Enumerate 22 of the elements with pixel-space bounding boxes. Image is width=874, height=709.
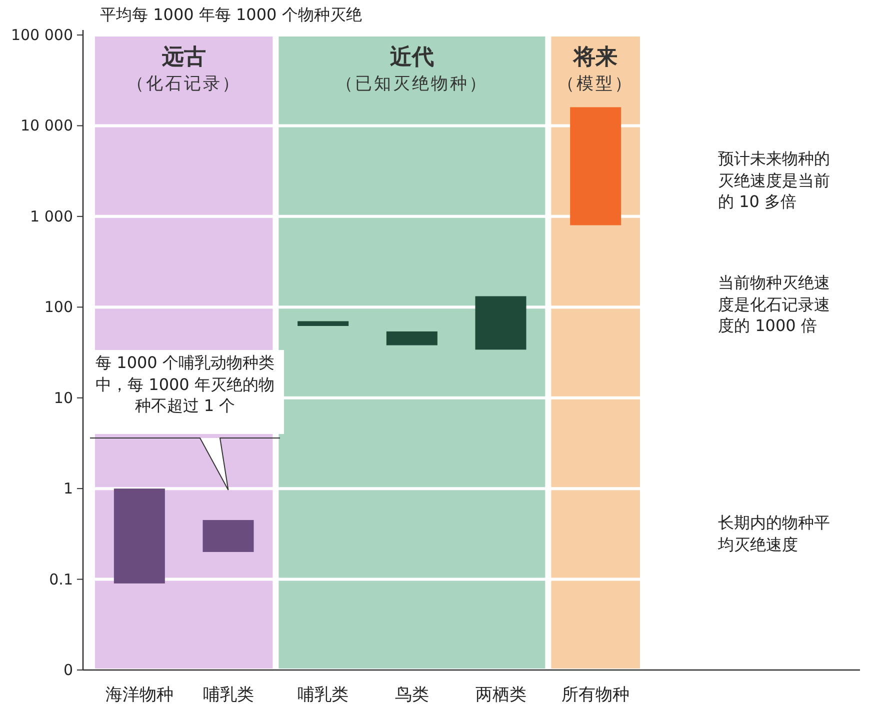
annotation: 每 1000 个哺乳动物种类中，每 1000 年灭绝的物种不超过 1 个 — [94, 352, 276, 417]
y-tick-label: 0.1 — [49, 570, 73, 588]
y-axis-title: 平均每 1000 年每 1000 个物种灭绝 — [100, 4, 362, 26]
x-tick-label: 两栖类 — [475, 685, 526, 705]
band-label: 将来（模型） — [556, 44, 635, 96]
x-tick-label: 鸟类 — [394, 685, 429, 705]
band-label: 近代（已知灭绝物种） — [334, 44, 489, 96]
text: 长期内的物种平均灭绝速度 — [718, 512, 831, 556]
y-tick-label: 10 — [54, 388, 73, 407]
text: 当前物种灭绝速度是化石记录速度的 1000 倍 — [718, 272, 831, 337]
x-tick-label: 哺乳类 — [298, 685, 349, 705]
band-label: 远古（化石记录） — [126, 44, 242, 96]
y-tick-label: 100 — [44, 298, 73, 316]
x-tick-label: 所有物种 — [562, 685, 630, 705]
y-tick-label: 0 — [63, 661, 73, 679]
y-tick-label: 1 000 — [30, 207, 73, 226]
y-tick-label: 1 — [63, 480, 73, 498]
y-tick-label: 10 000 — [20, 116, 73, 135]
y-tick-label: 100 000 — [10, 26, 73, 44]
x-tick-label: 哺乳类 — [202, 685, 254, 705]
text: 预计未来物种的灭绝速度是当前的 10 多倍 — [718, 148, 831, 213]
x-tick-label: 海洋物种 — [105, 685, 174, 705]
